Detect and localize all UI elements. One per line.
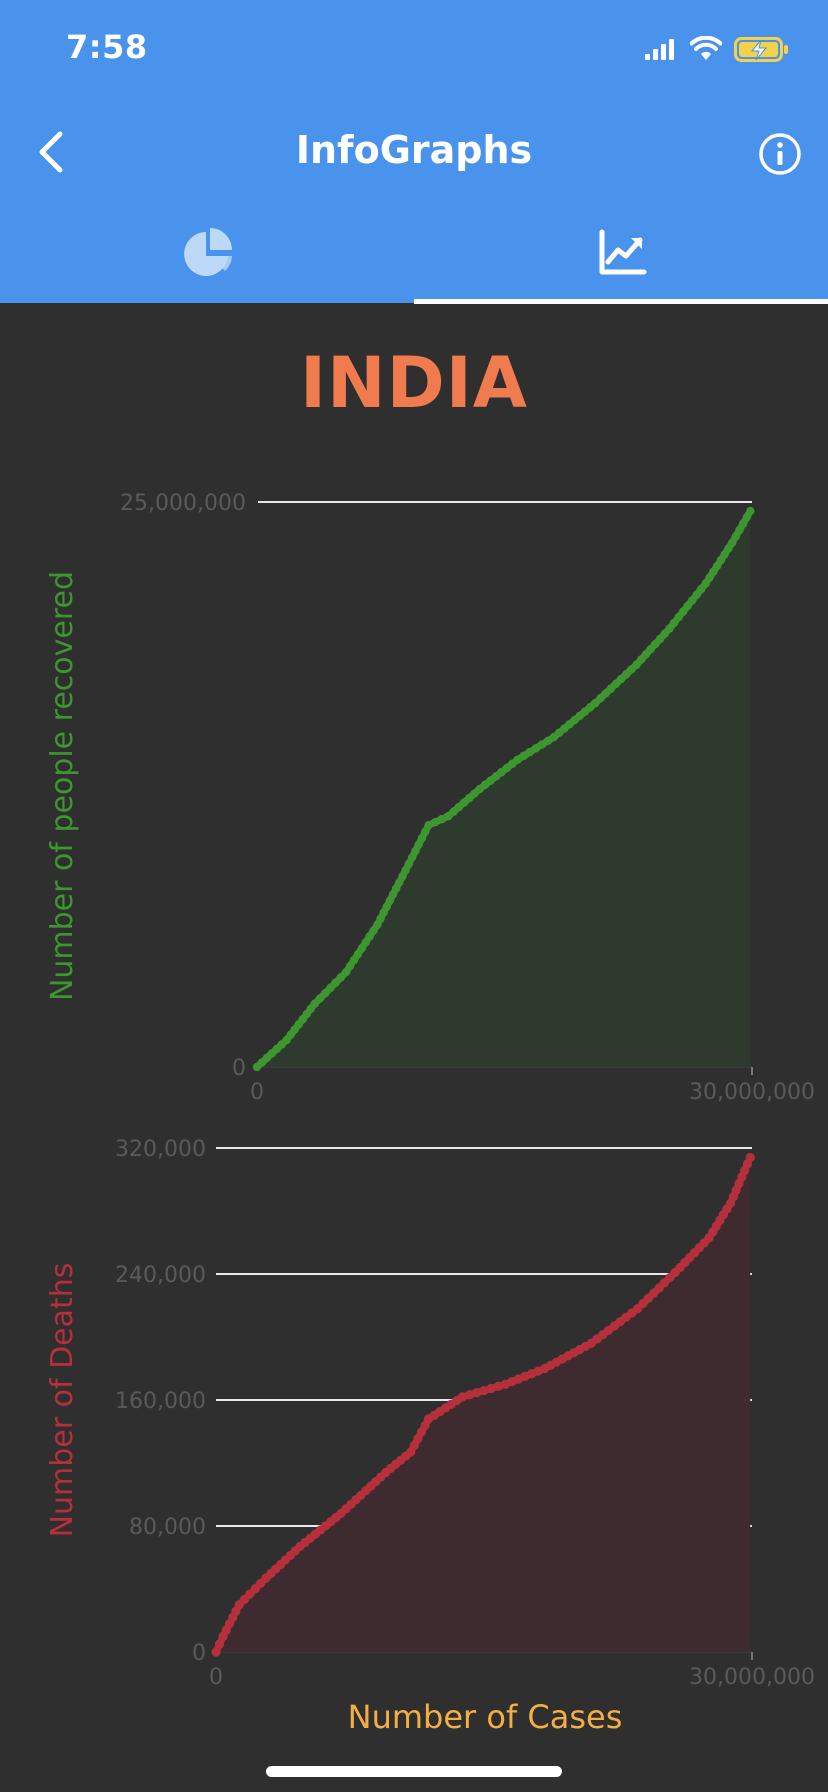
data-point xyxy=(331,978,340,987)
data-point xyxy=(321,988,330,998)
home-indicator[interactable] xyxy=(266,1766,562,1777)
back-button[interactable] xyxy=(24,124,80,180)
data-point xyxy=(407,853,417,862)
x-tick-label: 30,000,000 xyxy=(689,1080,815,1105)
signal-icon xyxy=(645,39,674,60)
data-point xyxy=(731,532,741,541)
page-title: InfoGraphs xyxy=(295,128,533,172)
data-point xyxy=(437,814,446,824)
data-point xyxy=(417,833,427,843)
y-tick-label: 80,000 xyxy=(129,1515,206,1540)
data-point xyxy=(728,538,737,547)
data-point xyxy=(341,967,351,977)
data-point xyxy=(404,859,413,869)
wifi-icon xyxy=(690,36,722,60)
status-icons xyxy=(644,30,794,70)
status-time: 7:58 xyxy=(66,28,148,66)
data-point xyxy=(411,846,420,856)
tab-indicator xyxy=(414,299,828,304)
data-point xyxy=(537,740,547,749)
data-point xyxy=(513,755,522,764)
data-point xyxy=(401,866,410,875)
data-point xyxy=(687,596,697,605)
line-chart-icon xyxy=(599,229,647,275)
chevron-left-icon xyxy=(39,131,63,173)
info-button[interactable] xyxy=(756,130,804,178)
data-point xyxy=(525,747,534,757)
x-tick-label: 0 xyxy=(250,1080,264,1105)
tab-line-chart[interactable] xyxy=(414,216,828,302)
data-point xyxy=(414,840,423,849)
y-tick-label: 160,000 xyxy=(115,1389,206,1414)
x-tick-label: 30,000,000 xyxy=(689,1665,815,1690)
data-point xyxy=(742,513,751,522)
x-axis-label: Number of Cases xyxy=(347,1698,623,1736)
data-point xyxy=(674,613,683,622)
data-point xyxy=(211,1647,221,1657)
data-point xyxy=(669,618,679,628)
data-point xyxy=(486,1383,496,1394)
data-point xyxy=(665,624,674,633)
series-area xyxy=(257,511,751,1067)
data-point xyxy=(735,525,744,535)
y-axis-label: Number of people recovered xyxy=(45,571,80,1001)
data-point xyxy=(678,607,688,616)
data-point xyxy=(472,1388,482,1398)
y-tick-label: 240,000 xyxy=(115,1263,206,1288)
data-point xyxy=(365,932,374,941)
pie-chart-icon xyxy=(184,228,232,276)
data-point xyxy=(697,584,706,594)
data-point xyxy=(214,1639,225,1649)
series-area xyxy=(216,1157,751,1652)
data-point xyxy=(531,744,541,753)
country-title: INDIA xyxy=(300,342,528,424)
app-bar: 7:58 InfoGraphs xyxy=(0,0,828,304)
data-point xyxy=(353,950,363,959)
y-tick-label: 320,000 xyxy=(115,1137,206,1162)
data-point xyxy=(421,827,430,836)
tab-pie-chart[interactable] xyxy=(0,216,414,302)
battery-charging-icon xyxy=(734,37,788,62)
data-point xyxy=(326,983,335,993)
data-point xyxy=(457,1392,468,1402)
data-point xyxy=(738,519,748,528)
y-axis-label: Number of Deaths xyxy=(45,1263,80,1538)
data-point xyxy=(349,956,359,965)
data-point xyxy=(424,820,433,830)
data-point xyxy=(357,944,366,953)
data-point xyxy=(746,506,755,516)
data-point xyxy=(745,1152,755,1163)
data-point xyxy=(519,751,528,761)
data-point xyxy=(431,817,440,827)
y-tick-label: 25,000,000 xyxy=(120,491,246,516)
data-point xyxy=(543,736,553,746)
data-point xyxy=(345,961,355,971)
info-icon xyxy=(759,133,801,175)
data-point xyxy=(369,926,378,935)
data-point xyxy=(465,1390,475,1400)
data-point xyxy=(683,601,692,611)
data-point xyxy=(479,1385,489,1396)
data-point xyxy=(336,973,346,982)
data-point xyxy=(315,994,325,1003)
y-tick-label: 0 xyxy=(192,1641,206,1666)
data-point xyxy=(692,590,701,599)
data-point xyxy=(493,1381,503,1391)
data-point xyxy=(310,999,319,1008)
data-point xyxy=(361,938,370,947)
x-tick-label: 0 xyxy=(209,1665,223,1690)
y-tick-label: 0 xyxy=(232,1056,246,1081)
